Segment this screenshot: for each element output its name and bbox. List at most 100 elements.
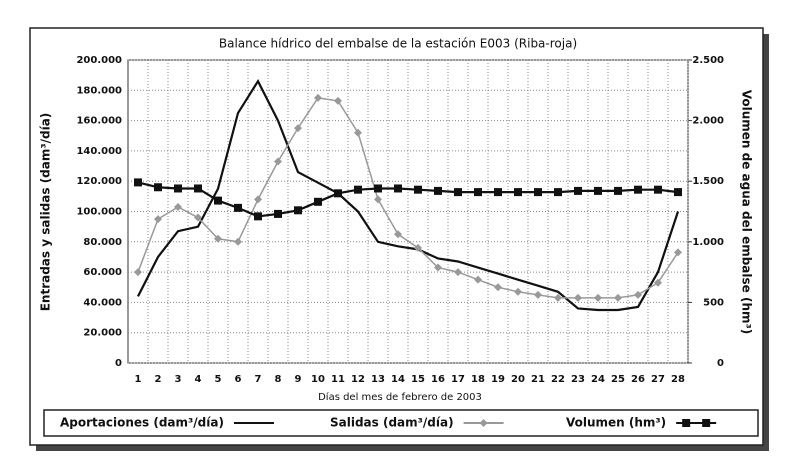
point [514,188,522,197]
point [174,202,182,211]
y2-tick-label: 1.000 [692,237,724,248]
point [414,243,422,252]
x-tick-label: 6 [235,374,242,385]
point [514,287,522,296]
point [294,206,302,215]
point [134,178,142,187]
x-tick-label: 23 [571,374,585,385]
y-tick-label: 120.000 [76,176,122,187]
x-tick-label: 8 [275,374,282,385]
point [334,189,342,198]
series-line [137,78,680,312]
point [154,183,162,192]
x-tick-label: 13 [371,374,385,385]
point [534,290,542,299]
x-tick-label: 17 [451,374,465,385]
y2-tick-label: 2.000 [692,116,724,127]
x-tick-label: 2 [155,374,162,385]
x-tick-label: 1 [135,374,142,385]
y-tick-label: 0 [115,358,122,369]
series-line [137,97,679,299]
x-tick-label: 7 [255,374,262,385]
y-tick-label: 60.000 [83,267,122,278]
point [194,184,202,193]
point [654,278,662,287]
y-axis-label: Entradas y salidas (dam³/día) [39,113,53,312]
y-tick-label: 80.000 [83,237,122,248]
legend-label: Aportaciones (dam³/día) [60,416,224,430]
point [414,185,422,194]
point [234,237,242,246]
point [534,188,542,197]
point [314,93,322,102]
x-tick-label: 16 [431,374,445,385]
point [494,188,502,197]
legend-marker [479,419,488,427]
y2-tick-label: 500 [703,297,724,308]
point [394,184,402,193]
point [454,268,462,277]
x-tick-label: 27 [651,374,665,385]
point [234,203,242,212]
x-tick-label: 28 [671,374,685,385]
point [334,96,342,105]
point [434,263,442,272]
x-tick-label: 19 [491,374,505,385]
x-tick-label: 25 [611,374,625,385]
y2-axis-label: Volumen de agua del embalse (hm³) [740,90,754,335]
x-axis-label: Días del mes de febrero de 2003 [318,391,482,403]
point [274,157,282,166]
point [674,248,682,257]
point [294,124,302,133]
x-tick-label: 22 [551,374,565,385]
point [274,209,282,218]
x-tick-label: 15 [411,374,425,385]
point [154,215,162,224]
x-tick-label: 14 [391,374,405,385]
x-tick-label: 3 [175,374,182,385]
point [254,212,262,221]
x-tick-label: 24 [591,374,605,385]
point [374,195,382,204]
y-tick-label: 140.000 [76,146,122,157]
x-tick-label: 10 [311,374,325,385]
x-tick-label: 18 [471,374,485,385]
point [554,293,562,302]
point [454,188,462,197]
x-tick-label: 9 [295,374,302,385]
x-tick-label: 26 [631,374,645,385]
x-tick-label: 12 [351,374,365,385]
point [474,275,482,284]
point [214,234,222,243]
point [434,186,442,195]
y2-tick-label: 2.500 [692,55,724,66]
x-tick-label: 20 [511,374,525,385]
point [554,188,562,197]
point [134,268,142,277]
y-tick-label: 180.000 [76,85,122,96]
x-tick-label: 21 [531,374,545,385]
y-tick-label: 160.000 [76,116,122,127]
x-tick-label: 11 [331,374,345,385]
point [594,186,602,195]
point [194,213,202,222]
legend-label: Salidas (dam³/día) [330,416,454,430]
series-line [137,181,679,218]
y2-tick-label: 0 [717,358,724,369]
point [174,184,182,193]
point [314,197,322,206]
legend-marker [682,419,691,427]
point [614,293,622,302]
x-tick-label: 5 [215,374,222,385]
x-tick-label: 4 [195,374,202,385]
y-tick-label: 100.000 [76,207,122,218]
point [214,196,222,205]
legend-marker [702,419,711,427]
point [674,188,682,197]
point [594,293,602,302]
point [574,293,582,302]
point [634,290,642,299]
point [634,185,642,194]
point [494,283,502,292]
